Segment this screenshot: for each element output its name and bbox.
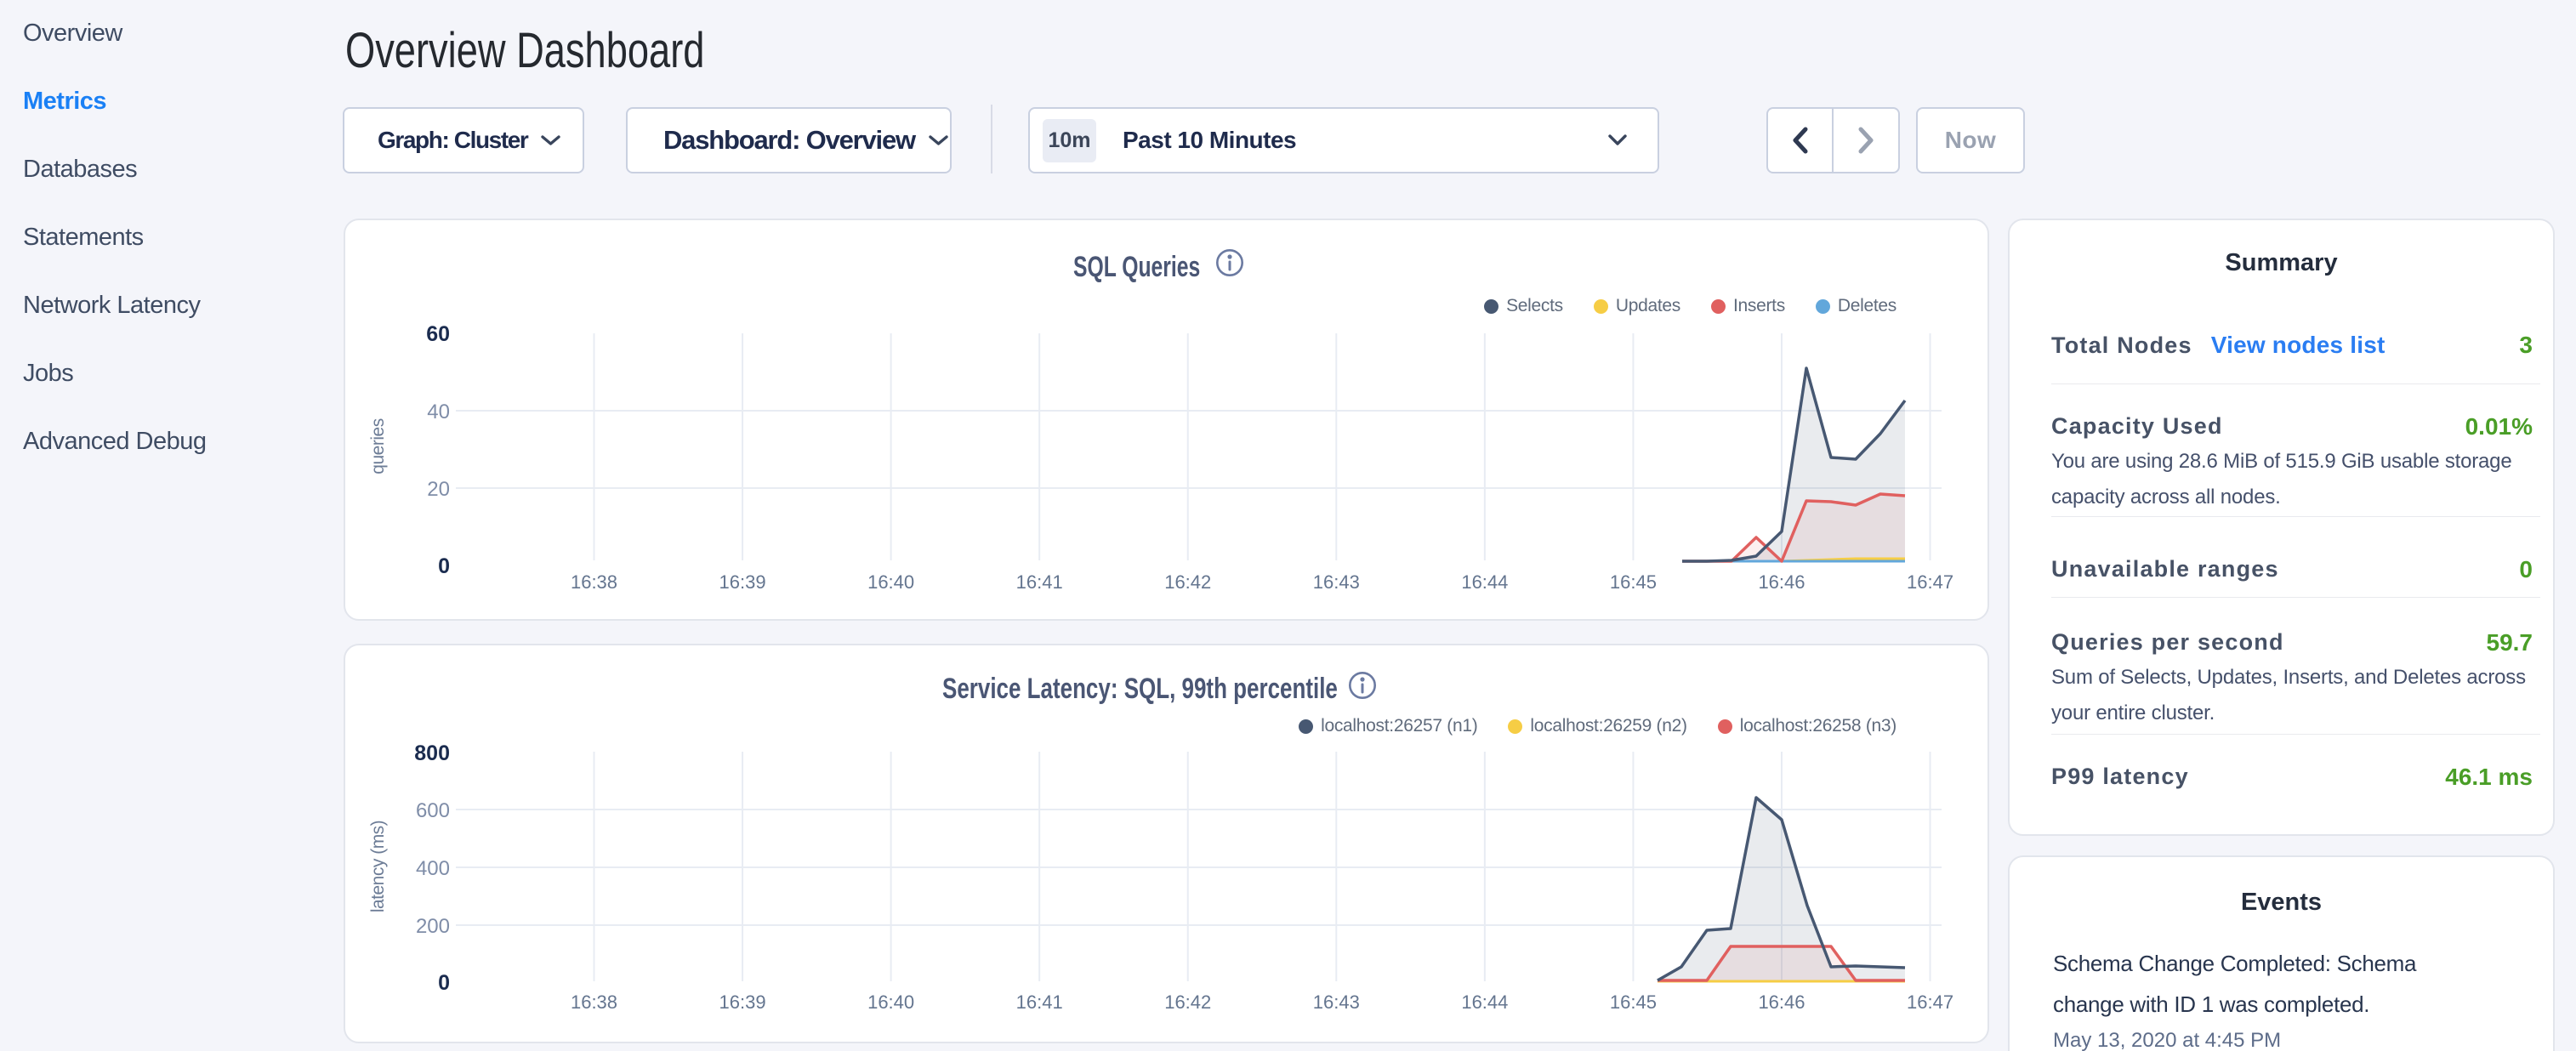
svg-text:16:40: 16:40 <box>867 571 914 593</box>
svg-text:16:40: 16:40 <box>867 991 914 1013</box>
svg-text:16:38: 16:38 <box>571 991 617 1013</box>
svg-text:40: 40 <box>427 401 450 423</box>
svg-text:600: 600 <box>416 799 450 822</box>
svg-text:16:43: 16:43 <box>1313 571 1360 593</box>
svg-text:16:44: 16:44 <box>1461 571 1508 593</box>
svg-text:800: 800 <box>414 741 450 765</box>
svg-text:16:46: 16:46 <box>1758 571 1805 593</box>
svg-text:16:45: 16:45 <box>1610 571 1657 593</box>
svg-text:16:45: 16:45 <box>1610 991 1657 1013</box>
svg-text:400: 400 <box>416 857 450 880</box>
svg-text:200: 200 <box>416 915 450 938</box>
svg-text:16:43: 16:43 <box>1313 991 1360 1013</box>
svg-text:16:44: 16:44 <box>1461 991 1508 1013</box>
svg-text:60: 60 <box>426 322 450 346</box>
svg-text:0: 0 <box>438 971 450 995</box>
svg-text:16:39: 16:39 <box>719 571 766 593</box>
svg-text:20: 20 <box>427 478 450 501</box>
svg-text:16:38: 16:38 <box>571 571 617 593</box>
svg-text:16:47: 16:47 <box>1907 991 1953 1013</box>
svg-text:latency (ms): latency (ms) <box>368 821 388 912</box>
svg-text:16:39: 16:39 <box>719 991 766 1013</box>
svg-text:16:41: 16:41 <box>1016 991 1063 1013</box>
svg-text:16:47: 16:47 <box>1907 571 1953 593</box>
svg-text:16:46: 16:46 <box>1758 991 1805 1013</box>
svg-text:0: 0 <box>438 554 450 578</box>
svg-text:16:42: 16:42 <box>1164 571 1211 593</box>
svg-text:16:41: 16:41 <box>1016 571 1063 593</box>
svg-text:16:42: 16:42 <box>1164 991 1211 1013</box>
svg-text:queries: queries <box>368 418 388 474</box>
